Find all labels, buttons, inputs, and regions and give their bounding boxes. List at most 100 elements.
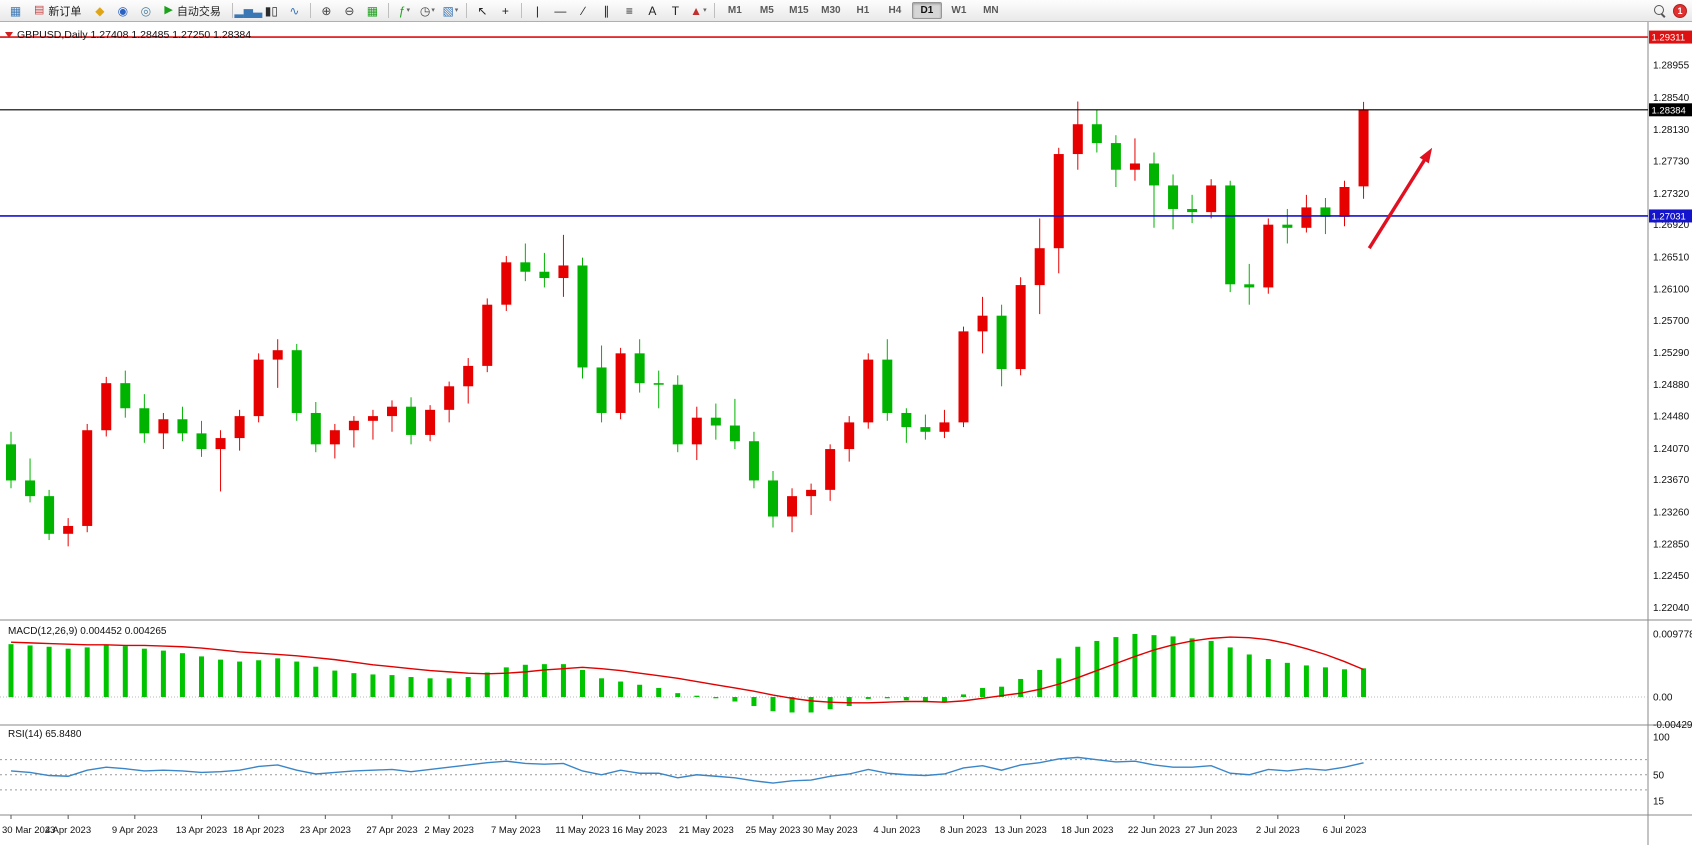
timeframe-m5[interactable]: M5 — [759, 5, 774, 16]
trend-arrow-head[interactable] — [1419, 147, 1433, 164]
candle-body — [558, 265, 569, 279]
candle-body — [958, 331, 969, 423]
rsi-line — [10, 756, 1364, 784]
time-axis-label: 27 Jun 2023 — [1185, 825, 1237, 836]
candle-body — [291, 350, 302, 413]
candle-body — [177, 419, 188, 434]
auto-trading-button[interactable]: ▶ 自动交易 — [158, 2, 226, 20]
timeframe-d1[interactable]: D1 — [911, 2, 942, 19]
candle-body — [310, 412, 321, 445]
candle-body — [939, 422, 950, 432]
time-axis-label: 11 May 2023 — [555, 825, 609, 836]
search-icon[interactable] — [1653, 4, 1667, 18]
vertical-line-icon[interactable]: | — [527, 2, 548, 20]
candle-body — [82, 430, 93, 526]
timeframe-mn[interactable]: MN — [983, 5, 999, 16]
candlestick-chart-icon[interactable]: ▮▯ — [261, 2, 282, 20]
text-icon[interactable]: A — [642, 2, 663, 20]
macd-histogram-bar — [656, 687, 662, 697]
cursor-icon[interactable]: ↖ — [472, 2, 493, 20]
candle-body — [1168, 185, 1179, 209]
horizontal-line-icon[interactable]: — — [550, 2, 571, 20]
macd-histogram-bar — [827, 697, 833, 710]
horizontal-line-icon: — — [554, 3, 567, 18]
community-icon[interactable]: ◉ — [112, 2, 133, 20]
candle-body — [44, 496, 55, 534]
candle-body — [367, 416, 378, 421]
trend-arrow[interactable] — [1367, 153, 1430, 250]
line-chart-icon[interactable]: ∿ — [284, 2, 305, 20]
macd-histogram-bar — [427, 678, 433, 697]
price-axis-label: 1.28955 — [1653, 61, 1690, 72]
zoom-out-icon: ⊖ — [344, 3, 355, 18]
vertical-line-icon: | — [535, 3, 539, 18]
support-icon[interactable]: ◎ — [135, 2, 156, 20]
new-order-button[interactable]: ▤ 新订单 — [28, 2, 87, 20]
zoom-in-icon[interactable]: ⊕ — [316, 2, 337, 20]
new-chart-icon[interactable]: ▦ — [5, 2, 26, 20]
periods-icon[interactable]: ◷ ▾ — [417, 2, 438, 20]
time-axis-label: 2 May 2023 — [424, 825, 474, 836]
candle-body — [1187, 208, 1198, 213]
notification-badge[interactable]: 1 — [1673, 3, 1687, 18]
new-order-button-label: 新订单 — [48, 5, 82, 18]
chart-canvas[interactable]: 1.28955 1.28540 1.28130 1.27730 1.27320 1.269… — [0, 22, 1692, 845]
timeframe-m30[interactable]: M30 — [821, 5, 841, 16]
trendline-icon[interactable]: ∕ — [573, 2, 594, 20]
macd-histogram-bar — [1303, 665, 1309, 697]
equidistant-channel-icon[interactable]: ∥ — [596, 2, 617, 20]
arrows-icon[interactable]: ▲ ▾ — [688, 2, 709, 20]
templates-icon[interactable]: ▧ ▾ — [440, 2, 461, 20]
time-axis-label: 9 Apr 2023 — [112, 825, 158, 836]
price-axis-label: 1.26100 — [1653, 285, 1690, 296]
trendline-icon: ∕ — [582, 3, 585, 18]
macd-histogram-bar — [1056, 658, 1062, 697]
time-axis-label: 25 May 2023 — [746, 825, 801, 836]
candle-body — [634, 353, 645, 384]
macd-histogram-bar — [1037, 669, 1043, 697]
zoom-out-icon[interactable]: ⊖ — [339, 2, 360, 20]
price-axis-label: 1.24880 — [1653, 380, 1690, 391]
crosshair-icon[interactable]: + — [495, 2, 516, 20]
candle-body — [120, 383, 131, 409]
timeframe-m1[interactable]: M1 — [727, 5, 742, 16]
macd-histogram-bar — [503, 667, 509, 697]
symbol-marker-icon — [5, 32, 13, 38]
macd-histogram-bar — [846, 697, 852, 707]
price-axis-label: 1.27320 — [1653, 189, 1690, 200]
timeframe-m15[interactable]: M15 — [789, 5, 809, 16]
chart-area[interactable]: 1.28955 1.28540 1.28130 1.27730 1.27320 1.269… — [0, 22, 1692, 845]
timeframe-h1[interactable]: H1 — [856, 5, 870, 16]
candle-body — [139, 408, 150, 434]
rsi-axis-label: 50 — [1653, 770, 1665, 781]
toolbar-separator — [713, 3, 715, 18]
toolbar-separator — [309, 3, 311, 18]
symbol-ohlc-label: GBPUSD,Daily 1.27408 1.28485 1.27250 1.2… — [17, 29, 251, 41]
candle-body — [577, 265, 588, 368]
crosshair-icon: + — [501, 3, 509, 18]
macd-histogram-bar — [999, 686, 1005, 697]
line-chart-icon: ∿ — [289, 3, 300, 18]
candle-body — [901, 412, 912, 428]
toolbar-separator — [465, 3, 467, 18]
macd-histogram-bar — [808, 697, 814, 713]
bar-chart-icon[interactable]: ▂▅▃ — [235, 2, 263, 20]
fibonacci-icon[interactable]: ≡ — [619, 2, 640, 20]
timeframe-h4[interactable]: H4 — [888, 5, 902, 16]
macd-histogram-bar — [751, 697, 757, 707]
candle-body — [882, 359, 893, 413]
macd-histogram-bar — [1342, 669, 1347, 697]
macd-histogram-bar — [389, 675, 395, 697]
price-axis-label: 1.24070 — [1653, 444, 1690, 455]
chevron-down-icon: ▾ — [406, 7, 410, 14]
time-axis-label: 18 Jun 2023 — [1061, 825, 1113, 836]
mql5-market-icon[interactable]: ◆ — [89, 2, 110, 20]
macd-histogram-bar — [922, 697, 928, 703]
text-label-icon[interactable]: T — [665, 2, 686, 20]
indicators-icon[interactable]: ƒ ▾ — [394, 2, 415, 20]
tile-windows-icon[interactable]: ▦ — [362, 2, 383, 20]
toolbar-separator — [387, 3, 389, 18]
candlestick-chart-icon: ▮▯ — [264, 3, 278, 18]
macd-histogram-bar — [1189, 638, 1195, 697]
timeframe-w1[interactable]: W1 — [951, 5, 967, 16]
